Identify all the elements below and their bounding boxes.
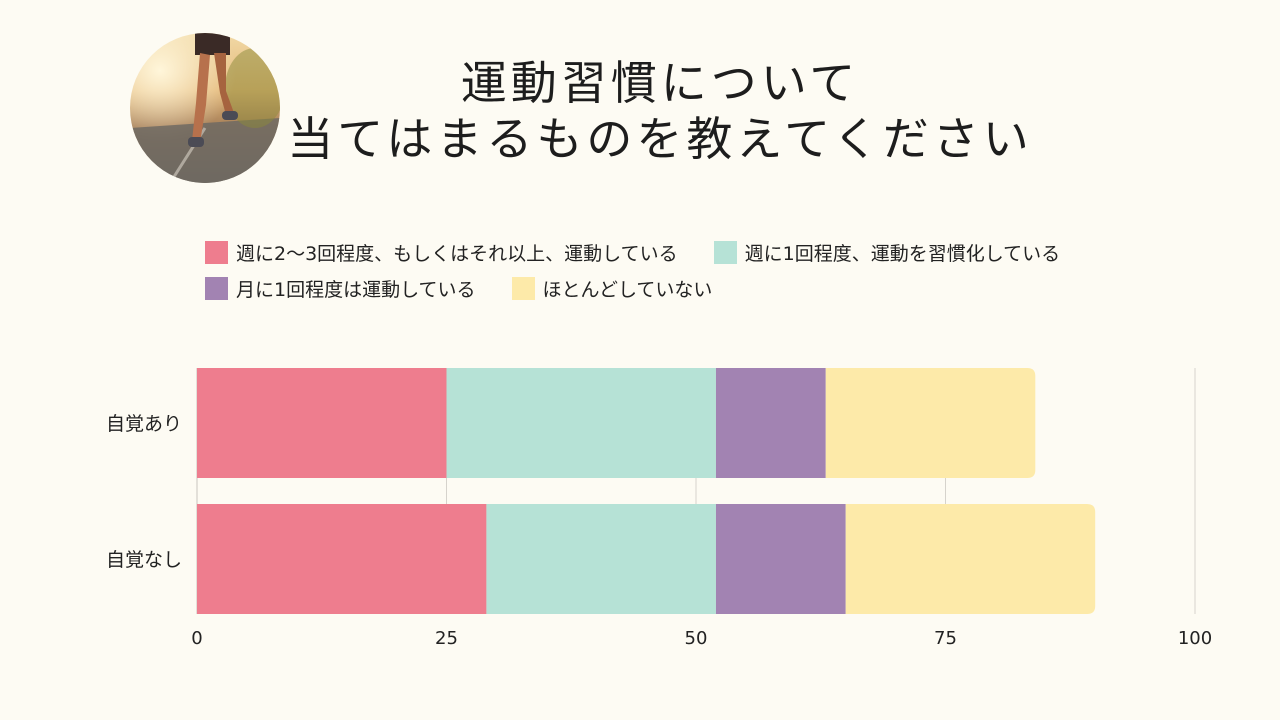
x-tick-label-0: 0 <box>191 628 202 649</box>
x-tick-label-25: 25 <box>435 628 458 649</box>
category-label-2: 自覚なし <box>106 549 182 571</box>
bar-2-series-3 <box>715 504 846 614</box>
legend-label-1: 週に2〜3回程度、もしくはそれ以上、運動している <box>236 242 678 265</box>
legend-swatch-2 <box>713 240 737 264</box>
legend-label-2: 週に1回程度、運動を習慣化している <box>744 242 1061 265</box>
title-line-2: 当てはまるものを教えてください <box>287 112 1033 166</box>
legend-swatch-3 <box>205 276 228 300</box>
legend-swatch-4 <box>511 276 535 300</box>
legend-item-3: 月に1回程度は運動している <box>205 275 476 302</box>
legend-label-4: ほとんどしていない <box>542 278 713 301</box>
legend-label-3: 月に1回程度は運動している <box>236 278 476 301</box>
bar-2-series-1 <box>197 504 487 614</box>
bar-1-series-3 <box>715 368 826 478</box>
x-tick-label-50: 50 <box>685 628 708 649</box>
legend-item-2: 週に1回程度、運動を習慣化している <box>713 239 1061 266</box>
bar-1-series-1 <box>197 368 447 478</box>
running-legs-icon <box>130 33 280 183</box>
running-legs-photo <box>130 33 280 183</box>
chart-legend: 週に2〜3回程度、もしくはそれ以上、運動している 週に1回程度、運動を習慣化して… <box>205 234 1165 306</box>
legend-swatch-1 <box>205 240 228 264</box>
legend-item-4: ほとんどしていない <box>511 275 713 302</box>
x-tick-label-75: 75 <box>934 628 957 649</box>
bar-1-series-4 <box>825 368 1036 478</box>
title-line-1: 運動習慣について <box>460 56 860 110</box>
category-label-1: 自覚あり <box>106 413 182 435</box>
x-tick-label-100: 100 <box>1178 628 1212 649</box>
page-title: 運動習慣について 当てはまるものを教えてください <box>250 55 1070 167</box>
legend-item-1: 週に2〜3回程度、もしくはそれ以上、運動している <box>205 239 678 266</box>
bar-2-series-2 <box>486 504 716 614</box>
bar-2-series-4 <box>845 504 1096 614</box>
bar-1-series-2 <box>446 368 716 478</box>
